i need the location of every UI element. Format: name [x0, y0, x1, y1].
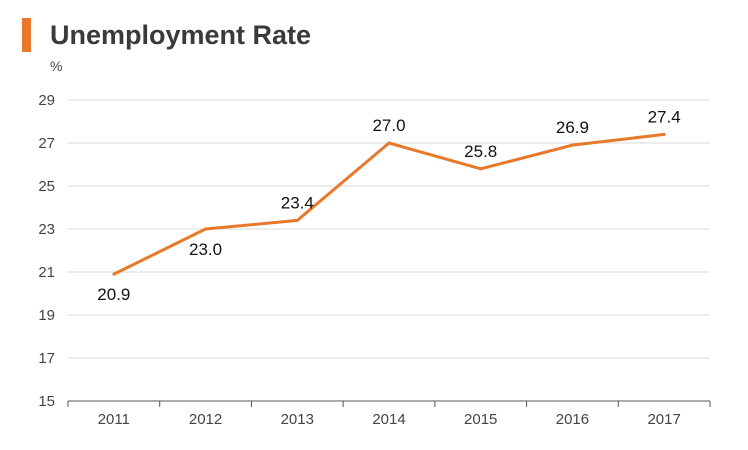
x-tick-label: 2014	[372, 411, 405, 428]
x-tick-label: 2011	[98, 411, 130, 428]
x-tick-label: 2016	[556, 411, 589, 428]
x-tick-label: 2015	[464, 411, 497, 428]
data-label: 23.4	[281, 193, 314, 212]
y-tick-label: 19	[38, 307, 55, 324]
data-point	[387, 141, 391, 145]
x-tick-label: 2017	[647, 411, 680, 428]
x-tick-label: 2013	[281, 411, 314, 428]
y-tick-label: 27	[38, 135, 55, 152]
y-tick-label: 17	[38, 350, 55, 367]
y-tick-label: 23	[38, 221, 55, 238]
y-axis-ticks: 15 17 19 21 23 25 27 29	[38, 92, 55, 410]
data-label: 25.8	[464, 142, 497, 161]
data-label: 27.4	[648, 107, 681, 126]
title-accent-bar	[22, 18, 31, 52]
y-tick-label: 15	[38, 393, 55, 410]
x-tick-label: 2012	[189, 411, 222, 428]
data-label: 23.0	[189, 240, 222, 259]
series-points	[112, 132, 666, 276]
gridlines	[68, 99, 710, 359]
data-point	[295, 218, 299, 222]
y-tick-label: 25	[38, 178, 55, 195]
y-axis-unit-label: %	[50, 58, 62, 74]
y-tick-label: 29	[38, 92, 55, 109]
data-label: 26.9	[556, 118, 589, 137]
data-label: 27.0	[372, 116, 405, 135]
data-point	[570, 143, 574, 147]
data-point	[112, 272, 116, 276]
x-axis-ticks: 2011 2012 2013 2014 2015 2016 2017	[67, 401, 711, 428]
data-label: 20.9	[97, 285, 130, 304]
data-point	[479, 167, 483, 171]
data-labels: 20.9 23.0 23.4 27.0 25.8 26.9 27.4	[97, 107, 680, 304]
data-point	[204, 227, 208, 231]
y-tick-label: 21	[38, 264, 55, 281]
chart-title: Unemployment Rate	[50, 20, 312, 50]
data-point	[662, 132, 666, 136]
